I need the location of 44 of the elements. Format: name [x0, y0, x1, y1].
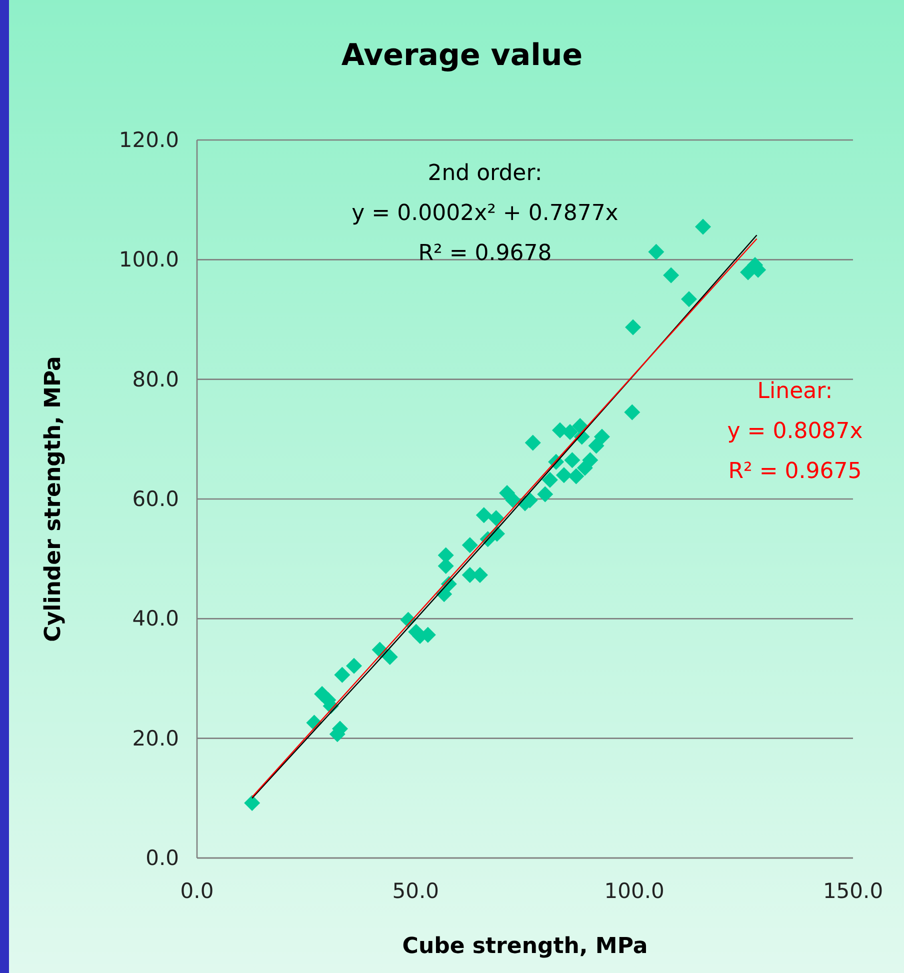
annotation: Linear: — [757, 379, 833, 404]
point — [505, 492, 522, 508]
x-tick-label: 150.0 — [822, 879, 884, 903]
point — [663, 267, 680, 284]
x-axis-title: Cube strength, MPa — [402, 934, 648, 959]
point — [524, 434, 541, 451]
point — [334, 666, 350, 683]
point — [582, 452, 598, 468]
point — [625, 319, 642, 336]
point — [588, 438, 604, 454]
point — [568, 468, 584, 484]
point — [382, 648, 398, 665]
x-tick-label: 100.0 — [604, 879, 664, 903]
y-tick-label: 40.0 — [132, 606, 179, 631]
point — [542, 472, 558, 488]
point — [648, 244, 664, 260]
point — [694, 218, 711, 235]
point — [244, 794, 260, 811]
x-tick-label: 50.0 — [392, 879, 440, 903]
annotation: y = 0.8087x — [727, 419, 863, 444]
y-tick-label: 60.0 — [132, 487, 179, 511]
point — [624, 404, 640, 420]
point — [562, 424, 578, 440]
point — [564, 452, 580, 468]
point — [476, 507, 492, 524]
annotation: y = 0.0002x² + 0.7877x — [352, 201, 618, 226]
y-tick-label: 20.0 — [132, 726, 179, 750]
y-axis-title: Cylinder strength, MPa — [41, 356, 66, 642]
point — [346, 658, 362, 674]
y-tick-label: 100.0 — [118, 248, 179, 272]
y-tick-label: 0.0 — [146, 846, 179, 870]
point — [594, 428, 610, 445]
point — [488, 510, 504, 526]
point — [681, 291, 697, 308]
chart-title: Average value — [341, 38, 583, 73]
point — [556, 467, 572, 484]
y-tick-label: 120.0 — [118, 128, 179, 152]
x-tick-label: 0.0 — [180, 879, 214, 903]
point — [537, 486, 554, 502]
annotation: R² = 0.9675 — [728, 459, 862, 484]
annotation: 2nd order: — [428, 161, 542, 186]
y-tick-label: 80.0 — [132, 367, 179, 392]
annotation: R² = 0.9678 — [418, 241, 552, 266]
point — [462, 537, 478, 554]
